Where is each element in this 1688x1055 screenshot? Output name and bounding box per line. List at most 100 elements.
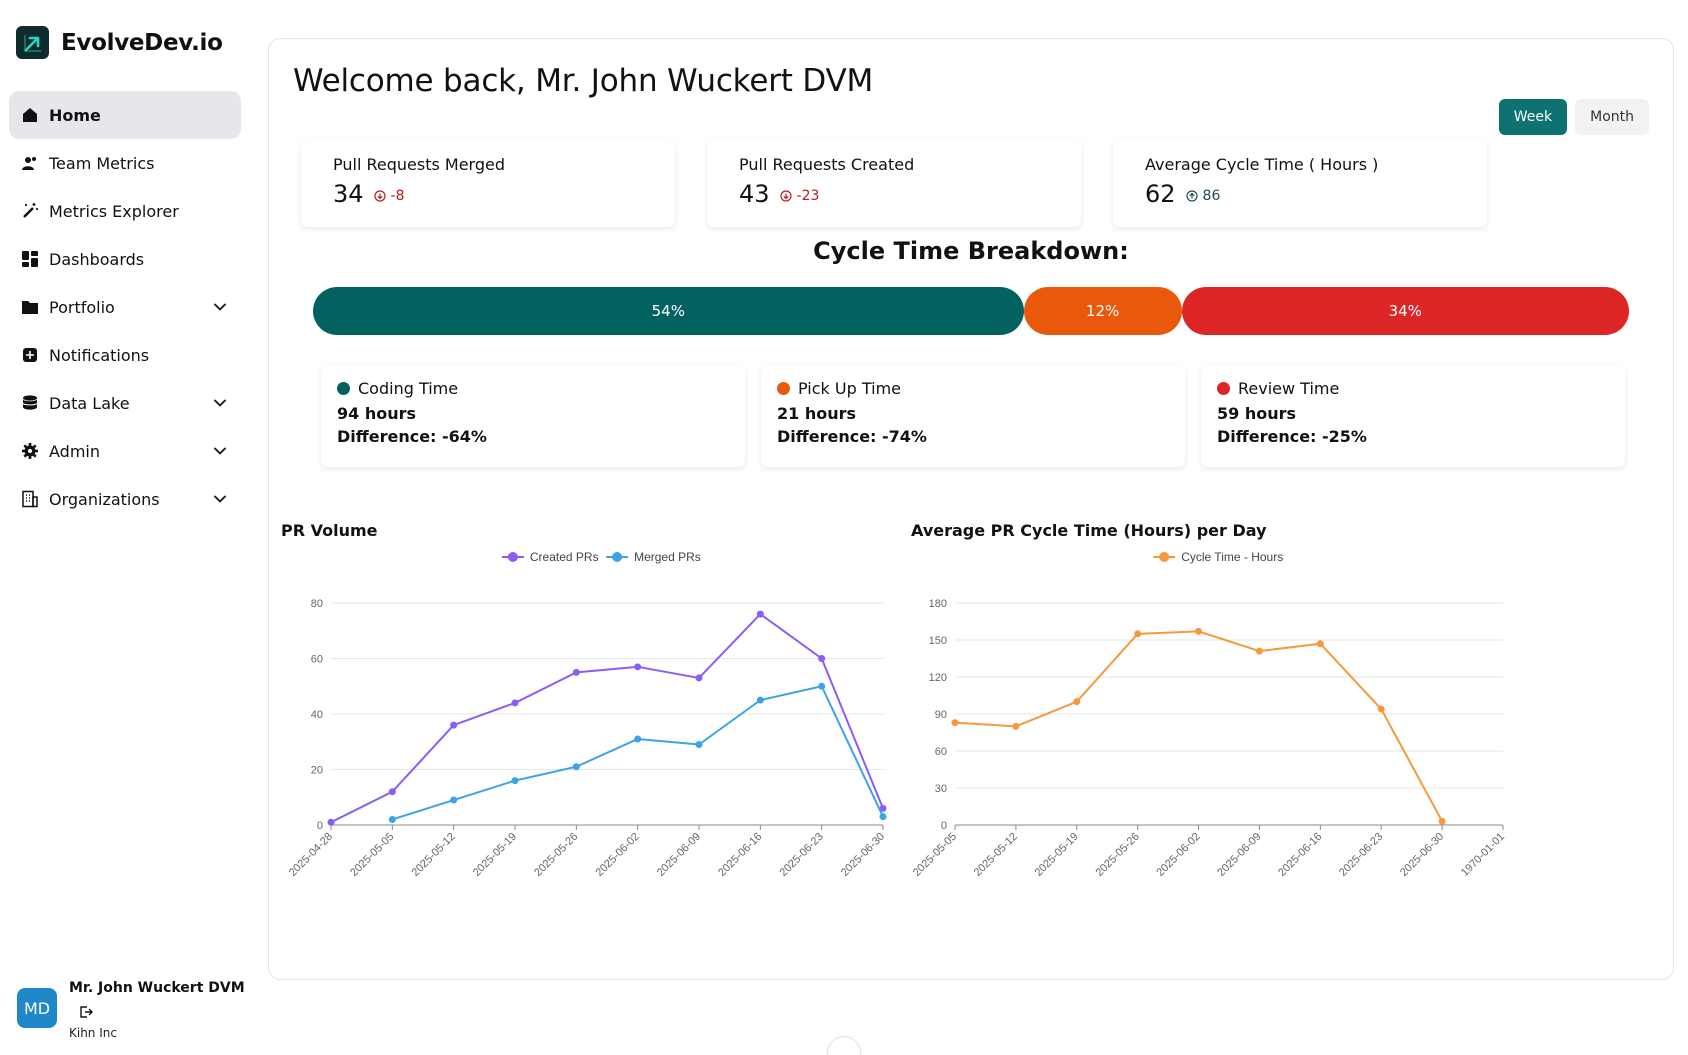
- data-point[interactable]: [388, 788, 396, 796]
- x-tick-label: 2025-05-12: [972, 831, 1020, 879]
- cycle-card-name: Review Time: [1238, 379, 1340, 398]
- sidebar-item-label: Home: [49, 105, 101, 125]
- month-button[interactable]: Month: [1575, 99, 1649, 135]
- page-title: Welcome back, Mr. John Wuckert DVM: [293, 63, 874, 99]
- data-point[interactable]: [756, 696, 764, 704]
- series-line: [330, 612, 884, 824]
- y-tick-label: 40: [311, 709, 323, 721]
- data-point[interactable]: [818, 655, 826, 662]
- cycle-card-difference: Difference: -74%: [777, 427, 927, 446]
- data-point[interactable]: [1073, 698, 1081, 706]
- x-tick-label: 2025-06-30: [1398, 831, 1446, 879]
- x-tick-label: 2025-05-05: [348, 831, 396, 879]
- legend-marker: [612, 552, 623, 562]
- sidebar-item-organizations[interactable]: Organizations: [9, 475, 241, 523]
- data-point[interactable]: [634, 735, 642, 743]
- cycle-card-name: Pick Up Time: [798, 379, 901, 398]
- magic-wand-icon: [21, 202, 39, 220]
- period-toggle: Week Month: [1498, 99, 1649, 135]
- data-point[interactable]: [388, 815, 396, 823]
- stat-delta: 86: [1185, 188, 1220, 204]
- chevron-down-icon[interactable]: [211, 394, 229, 412]
- chevron-down-icon[interactable]: [211, 442, 229, 460]
- data-point[interactable]: [1377, 705, 1385, 713]
- data-point[interactable]: [879, 813, 887, 821]
- legend-item[interactable]: Cycle Time - Hours: [1153, 550, 1283, 564]
- stat-card: Average Cycle Time ( Hours ) 62 86: [1113, 139, 1487, 227]
- data-point[interactable]: [1195, 627, 1203, 635]
- x-tick-label: 2025-06-16: [716, 831, 764, 879]
- data-point[interactable]: [695, 741, 703, 749]
- series-line: [392, 685, 884, 821]
- week-button[interactable]: Week: [1498, 99, 1568, 135]
- x-tick-label: 1970-01-01: [1459, 831, 1507, 879]
- data-point[interactable]: [695, 674, 703, 682]
- main-panel: Welcome back, Mr. John Wuckert DVM Week …: [268, 38, 1674, 980]
- sidebar-item-label: Admin: [49, 441, 100, 461]
- x-tick-label: 2025-05-19: [1033, 831, 1081, 879]
- sidebar-item-team-metrics[interactable]: Team Metrics: [9, 139, 241, 187]
- pr-volume-svg: Created PRs Merged PRs 0 20 40 60 80 2025-04-28…: [287, 550, 887, 879]
- sidebar-item-metrics-explorer[interactable]: Metrics Explorer: [9, 187, 241, 235]
- data-point[interactable]: [572, 668, 580, 676]
- x-tick-label: 2025-06-09: [1215, 831, 1263, 879]
- y-tick-label: 0: [317, 820, 323, 832]
- chart-title: PR Volume: [281, 521, 378, 540]
- data-point[interactable]: [1316, 640, 1324, 648]
- sidebar-item-notifications[interactable]: Notifications: [9, 331, 241, 379]
- x-tick-label: 2025-05-19: [471, 831, 519, 879]
- dashboard-icon: [21, 250, 39, 268]
- stat-delta-value: -23: [796, 188, 820, 204]
- cycle-segment[interactable]: 12%: [1023, 287, 1182, 335]
- legend-item[interactable]: Created PRs: [501, 550, 599, 564]
- cycle-card-difference: Difference: -64%: [337, 427, 487, 446]
- cycle-card: Review Time 59 hours Difference: -25%: [1201, 365, 1625, 467]
- sidebar-item-dashboards[interactable]: Dashboards: [9, 235, 241, 283]
- cycle-segment[interactable]: 54%: [313, 287, 1024, 335]
- sidebar-item-admin[interactable]: Admin: [9, 427, 241, 475]
- floating-logo-icon[interactable]: [827, 1036, 861, 1055]
- data-point[interactable]: [756, 610, 764, 618]
- data-point[interactable]: [1255, 647, 1263, 655]
- legend-marker: [507, 552, 518, 562]
- data-point[interactable]: [1438, 817, 1446, 825]
- data-point[interactable]: [818, 682, 826, 690]
- legend-label: Merged PRs: [634, 550, 701, 564]
- x-tick-label: 2025-06-23: [778, 831, 826, 879]
- chevron-down-icon[interactable]: [211, 490, 229, 508]
- sidebar-item-data-lake[interactable]: Data Lake: [9, 379, 241, 427]
- chevron-down-icon[interactable]: [211, 298, 229, 316]
- cycle-segment[interactable]: 34%: [1181, 287, 1629, 335]
- data-point[interactable]: [634, 663, 642, 671]
- data-point[interactable]: [327, 818, 335, 826]
- y-tick-label: 90: [935, 709, 947, 721]
- legend-dot: [777, 382, 790, 395]
- data-point[interactable]: [1134, 630, 1142, 638]
- data-point[interactable]: [511, 699, 519, 707]
- x-tick-label: 2025-04-28: [287, 831, 335, 879]
- data-point[interactable]: [450, 796, 458, 804]
- data-point[interactable]: [951, 719, 959, 727]
- sidebar-item-portfolio[interactable]: Portfolio: [9, 283, 241, 331]
- data-point[interactable]: [879, 804, 887, 812]
- legend-item[interactable]: Merged PRs: [606, 550, 701, 564]
- brand[interactable]: EvolveDev.io: [16, 26, 223, 59]
- home-icon: [21, 106, 39, 124]
- logout-icon[interactable]: [79, 1004, 93, 1018]
- data-point[interactable]: [1012, 722, 1020, 730]
- avatar[interactable]: MD: [17, 988, 57, 1028]
- stat-label: Average Cycle Time ( Hours ): [1145, 155, 1379, 174]
- y-tick-label: 150: [929, 635, 947, 647]
- data-point[interactable]: [511, 777, 519, 785]
- y-tick-label: 30: [935, 783, 947, 795]
- data-point[interactable]: [450, 721, 458, 729]
- stat-value: 34: [333, 180, 364, 208]
- sidebar-item-home[interactable]: Home: [9, 91, 241, 139]
- stat-delta: -8: [373, 188, 405, 204]
- data-point[interactable]: [572, 763, 580, 771]
- y-tick-label: 60: [311, 654, 323, 666]
- brand-logo-icon: [16, 26, 49, 59]
- cycle-breakdown-title: Cycle Time Breakdown:: [813, 237, 1129, 265]
- stat-label: Pull Requests Created: [739, 155, 915, 174]
- stat-card: Pull Requests Merged 34 -8: [301, 139, 675, 227]
